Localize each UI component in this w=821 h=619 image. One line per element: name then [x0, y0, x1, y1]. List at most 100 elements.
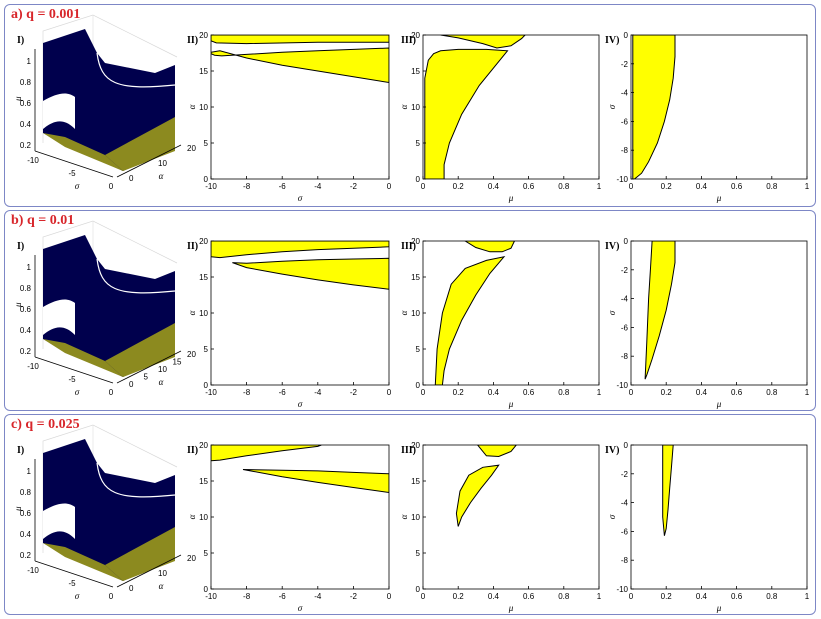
surface-hole — [43, 299, 75, 335]
y-tick-label: 20 — [187, 554, 196, 563]
subplot-label: IV) — [605, 445, 619, 456]
x-tick-label: -10 — [27, 362, 39, 371]
panel-title: b) q = 0.01 — [11, 213, 75, 228]
z-tick-label: 0.8 — [20, 78, 32, 87]
stability-region — [632, 35, 676, 179]
y-tick-label: 5 — [204, 345, 209, 354]
plot-area — [211, 445, 389, 589]
y-tick-label: 20 — [411, 441, 420, 450]
y-axis-label: σ — [607, 104, 617, 109]
x-axis-label: σ — [75, 591, 80, 601]
y-tick-label: 15 — [411, 67, 420, 76]
x-tick-label: 1 — [597, 592, 602, 601]
y-axis-label: α — [159, 377, 164, 387]
panel-q-0-025: c) q = 0.025 I) 0.2 0.4 0.6 0.8 1 -10 -5 0 0 10 20 μ… — [4, 414, 816, 615]
x-axis-label: μ — [716, 399, 722, 409]
y-tick-label: 0 — [129, 380, 134, 389]
x-axis-label: μ — [508, 193, 514, 203]
z-tick-label: 1 — [27, 263, 32, 272]
y-tick-label: -6 — [621, 117, 629, 126]
x-tick-label: 0.4 — [696, 592, 708, 601]
x-tick-label: 0 — [629, 388, 634, 397]
x-tick-label: -8 — [243, 592, 251, 601]
x-tick-label: 0.8 — [766, 182, 778, 191]
y-tick-label: 10 — [199, 513, 208, 522]
y-tick-label: 15 — [199, 273, 208, 282]
y-tick-label: -2 — [621, 470, 629, 479]
x-tick-label: 0 — [109, 592, 114, 601]
x-tick-label: -10 — [205, 388, 217, 397]
x-tick-label: -2 — [350, 388, 358, 397]
y-tick-label: 20 — [411, 237, 420, 246]
stability-region — [662, 445, 674, 536]
stability-region — [211, 241, 389, 259]
y-tick-label: -2 — [621, 60, 629, 69]
x-axis-label: μ — [716, 193, 722, 203]
x-tick-label: 0.2 — [453, 592, 465, 601]
stability-region — [455, 464, 500, 527]
x-tick-label: 0.6 — [523, 388, 535, 397]
y-axis-label: σ — [607, 310, 617, 315]
z-axis-label: μ — [13, 96, 23, 102]
z-tick-label: 0.8 — [20, 488, 32, 497]
x-tick-label: 0 — [421, 592, 426, 601]
regions — [662, 445, 674, 536]
x-tick-label: -6 — [279, 592, 287, 601]
y-tick-label: 10 — [158, 365, 167, 374]
x-tick-label: 0 — [421, 388, 426, 397]
panel-q-0-001: a) q = 0.001 I) 0.2 0.4 0.6 0.8 1 -10 -5 0 0 10 20 μ… — [4, 4, 816, 207]
subplot-2: II) -10 -8 -6 -4 -2 0 0 5 10 15 20 σ α — [187, 31, 392, 203]
y-tick-label: -2 — [621, 266, 629, 275]
y-tick-label: -4 — [621, 499, 629, 508]
y-tick-label: 20 — [411, 31, 420, 40]
surface-side — [105, 527, 175, 581]
subplot-label: IV) — [605, 35, 619, 46]
y-tick-label: 0 — [624, 31, 629, 40]
subplot-4: IV) 0 0.2 0.4 0.6 0.8 1 -10 -8 -6 -4 -2 0 μ σ — [605, 31, 810, 203]
stability-region — [440, 35, 526, 49]
z-axis-label: μ — [13, 506, 23, 512]
x-tick-label: 0 — [109, 182, 114, 191]
surface-side — [43, 133, 123, 171]
x-axis — [34, 560, 114, 588]
z-tick-label: 0.6 — [20, 305, 32, 314]
y-tick-label: 0 — [129, 174, 134, 183]
y-tick-label: 0 — [624, 441, 629, 450]
y-tick-label: 10 — [199, 103, 208, 112]
z-tick-label: 0.4 — [20, 120, 32, 129]
y-tick-label: 20 — [187, 144, 196, 153]
y-tick-label: 5 — [416, 345, 421, 354]
z-tick-label: 0.6 — [20, 509, 32, 518]
y-tick-label: -8 — [621, 146, 629, 155]
y-tick-label: 0 — [416, 381, 421, 390]
y-tick-label: 20 — [199, 31, 208, 40]
subplot-label: I) — [17, 35, 24, 46]
regions — [211, 241, 389, 290]
z-axis-label: μ — [13, 302, 23, 308]
y-tick-label: 5 — [204, 139, 209, 148]
x-axis-label: σ — [75, 181, 80, 191]
y-tick-label: 15 — [411, 477, 420, 486]
y-axis-label: α — [399, 104, 409, 109]
x-axis-label: σ — [298, 603, 303, 613]
z-tick-label: 0.6 — [20, 99, 32, 108]
stability-region — [644, 241, 676, 380]
regions — [644, 241, 676, 380]
surface-side — [105, 323, 175, 377]
subplot-1: I) 0.2 0.4 0.6 0.8 1 -10 -5 0 0 5 10 15 20 μ σ α — [13, 220, 196, 397]
y-tick-label: 0 — [129, 584, 134, 593]
surface-hole — [43, 93, 75, 129]
y-axis-label: α — [187, 514, 197, 519]
x-tick-label: 0.4 — [696, 182, 708, 191]
subplot-4: IV) 0 0.2 0.4 0.6 0.8 1 -10 -8 -6 -4 -2 0 μ σ — [605, 441, 810, 613]
x-tick-label: 0.8 — [766, 592, 778, 601]
x-tick-label: 0.4 — [488, 592, 500, 601]
x-tick-label: 0.4 — [696, 388, 708, 397]
y-axis-label: α — [399, 310, 409, 315]
z-tick-label: 0.2 — [20, 141, 32, 150]
y-axis-label: α — [159, 581, 164, 591]
stability-region — [211, 47, 389, 84]
stability-region — [211, 35, 389, 45]
